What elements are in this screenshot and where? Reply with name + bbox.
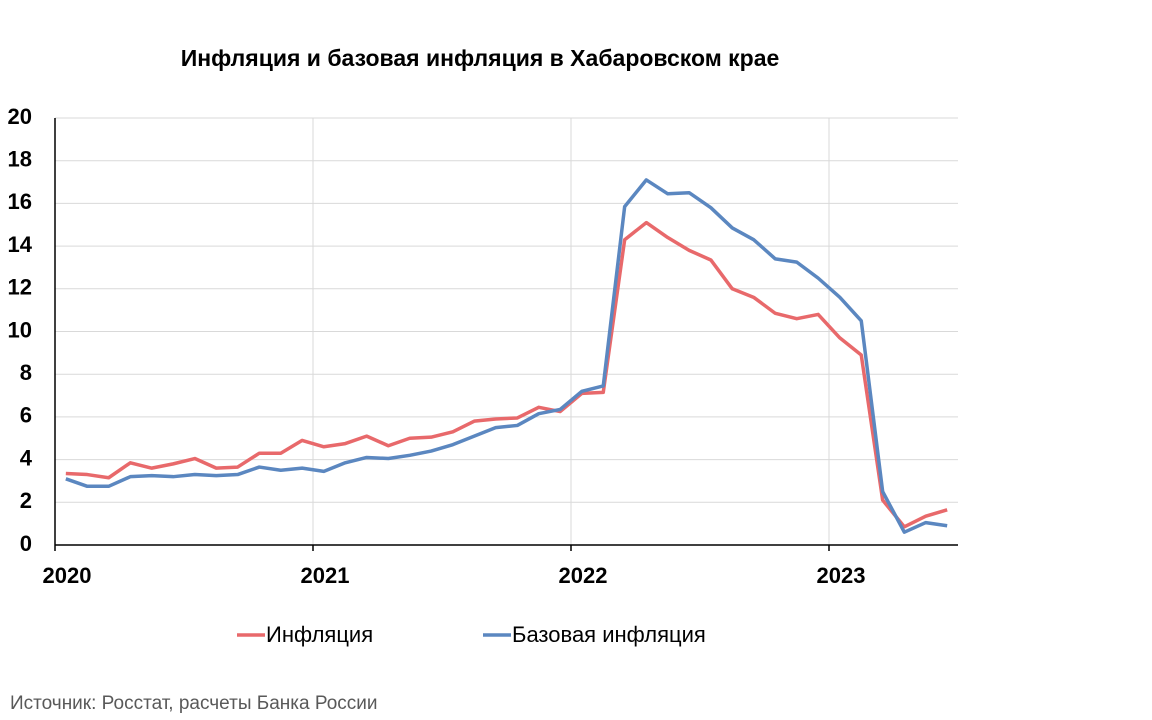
y-tick-label: 20 [8,104,32,129]
x-tick-label: 2021 [301,563,350,588]
y-tick-label: 8 [20,360,32,385]
x-tick-label: 2022 [559,563,608,588]
y-tick-label: 6 [20,403,32,428]
y-tick-label: 4 [20,445,33,470]
y-tick-label: 2 [20,488,32,513]
legend-label: Базовая инфляция [512,622,706,647]
y-tick-label: 12 [8,275,32,300]
y-tick-label: 18 [8,147,32,172]
legend-label: Инфляция [266,622,373,647]
series-line [65,220,948,529]
chart-title: Инфляция и базовая инфляция в Хабаровско… [181,45,780,71]
source-note: Источник: Росстат, расчеты Банка России [10,693,378,714]
x-tick-label: 2020 [43,563,92,588]
series-line [65,178,948,534]
y-tick-label: 0 [20,531,32,556]
y-tick-label: 10 [8,317,32,342]
y-tick-label: 16 [8,189,32,214]
x-tick-label: 2023 [817,563,866,588]
y-tick-label: 14 [8,232,33,257]
